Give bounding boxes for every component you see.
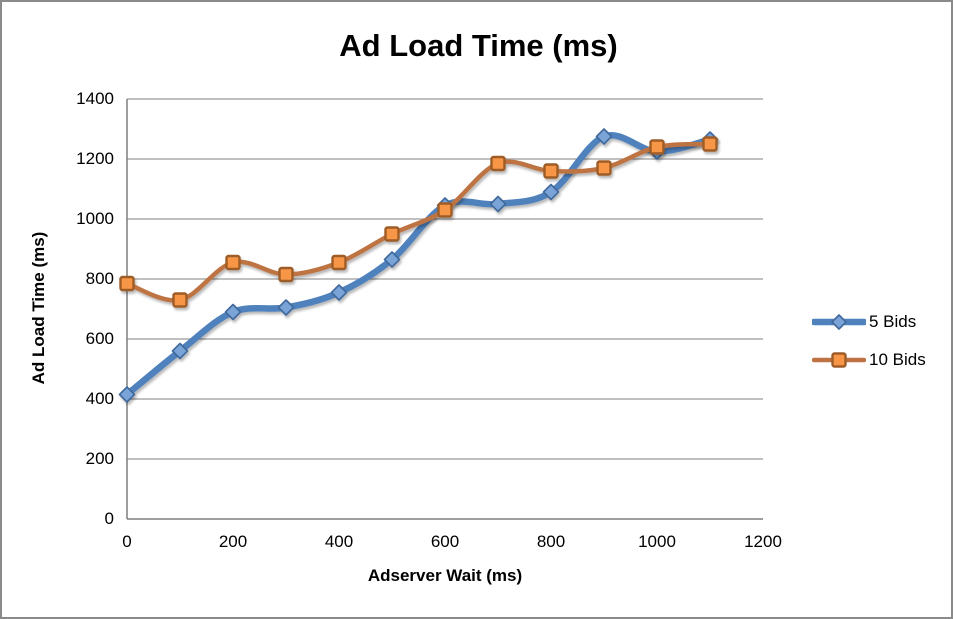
y-tick-label: 800	[85, 269, 114, 288]
diamond-marker	[542, 183, 560, 201]
y-tick-label: 1000	[76, 209, 114, 228]
legend-marker-5-bids-icon	[812, 314, 866, 330]
chart-title: Ad Load Time (ms)	[339, 28, 618, 63]
square-marker	[437, 202, 453, 218]
diamond-marker	[277, 299, 295, 316]
diamond-marker	[489, 195, 507, 213]
y-tick-label: 1400	[76, 89, 114, 108]
x-tick-label: 800	[536, 532, 566, 551]
diamond-marker	[330, 284, 348, 301]
legend-label-5-bids: 5 Bids	[869, 312, 917, 331]
series-5-bids	[118, 128, 719, 403]
legend-marker-10-bids-icon	[812, 352, 866, 368]
diamond-marker	[118, 386, 136, 403]
x-tick-label: 0	[122, 532, 132, 551]
square-marker	[384, 226, 400, 242]
y-axis-title: Ad Load Time (ms)	[29, 231, 48, 385]
square-marker	[649, 139, 665, 155]
x-tick-label: 200	[218, 532, 248, 551]
diamond-marker	[383, 251, 401, 268]
y-tick-label: 0	[104, 509, 114, 528]
series-line	[124, 141, 713, 303]
y-tick-label: 600	[85, 329, 114, 348]
x-tick-label: 1200	[744, 532, 782, 551]
legend-label-10-bids: 10 Bids	[869, 350, 926, 369]
square-marker	[702, 136, 718, 152]
diamond-marker	[595, 128, 613, 145]
y-tick-label: 1200	[76, 149, 114, 168]
legend-diamond-marker	[831, 314, 847, 330]
x-tick-label: 600	[430, 532, 460, 551]
diamond-marker	[224, 303, 242, 321]
square-marker	[543, 163, 559, 179]
square-marker	[596, 160, 612, 176]
legend-item-10-bids: 10 Bids	[812, 349, 926, 371]
x-tick-label: 400	[324, 532, 354, 551]
square-marker	[278, 266, 294, 283]
legend-square-marker	[831, 352, 847, 368]
square-marker	[172, 292, 188, 308]
series-10-bids	[119, 136, 718, 308]
legend-item-5-bids: 5 Bids	[812, 311, 926, 333]
y-tick-label: 200	[85, 449, 114, 468]
series-line	[123, 131, 714, 398]
square-marker	[490, 155, 506, 172]
y-tick-label: 400	[85, 389, 114, 408]
x-tick-label: 1000	[638, 532, 676, 551]
square-marker	[225, 254, 241, 271]
square-marker	[119, 275, 135, 292]
x-axis-title: Adserver Wait (ms)	[367, 566, 523, 585]
diamond-marker	[171, 342, 189, 360]
legend: 5 Bids 10 Bids	[812, 311, 926, 371]
square-marker	[331, 254, 347, 271]
